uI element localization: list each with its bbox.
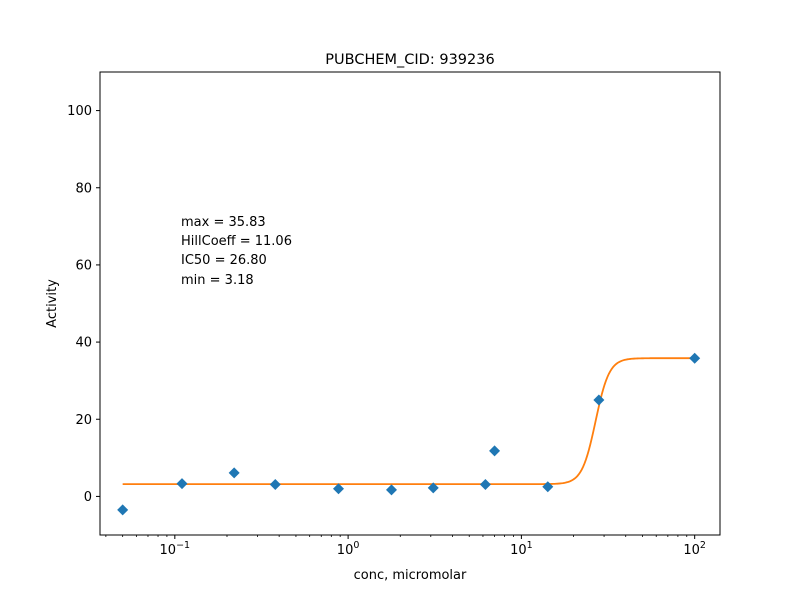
data-point — [332, 483, 344, 495]
data-point — [386, 484, 398, 496]
data-point — [593, 394, 605, 406]
y-axis-label: Activity — [45, 279, 60, 328]
y-tick-label: 80 — [75, 181, 92, 196]
x-tick-label: 100 — [337, 540, 360, 558]
chart-title: PUBCHEM_CID: 939236 — [325, 52, 494, 68]
data-points — [117, 352, 701, 516]
y-tick-label: 100 — [67, 104, 92, 119]
annotation-min: min = 3.18 — [181, 273, 254, 288]
data-point — [269, 478, 281, 490]
x-axis-label: conc, micromolar — [354, 568, 467, 583]
fit-parameters: max = 35.83 HillCoeff = 11.06 IC50 = 26.… — [181, 215, 292, 288]
annotation-ic50: IC50 = 26.80 — [181, 253, 267, 268]
y-tick-label: 20 — [75, 413, 92, 428]
data-point — [176, 478, 188, 490]
y-tick-label: 40 — [75, 336, 92, 351]
data-point — [489, 445, 501, 457]
data-point — [117, 504, 129, 516]
x-tick-label: 102 — [683, 540, 706, 558]
y-tick-label: 0 — [84, 490, 92, 505]
annotation-max: max = 35.83 — [181, 215, 266, 230]
plot-frame — [99, 71, 721, 536]
x-tick-label: 101 — [510, 540, 533, 558]
plot-area — [100, 72, 720, 535]
y-tick-label: 60 — [75, 258, 92, 273]
x-axis-ticks: 10−1 100 101 102 — [160, 535, 706, 558]
data-point — [689, 352, 701, 364]
y-axis-ticks: 0 20 40 60 80 100 — [67, 104, 100, 505]
data-point — [427, 482, 439, 494]
data-point — [542, 481, 554, 493]
data-point — [479, 478, 491, 490]
annotation-hillcoeff: HillCoeff = 11.06 — [181, 234, 292, 249]
x-tick-label: 10−1 — [160, 540, 191, 558]
data-point — [228, 467, 240, 479]
